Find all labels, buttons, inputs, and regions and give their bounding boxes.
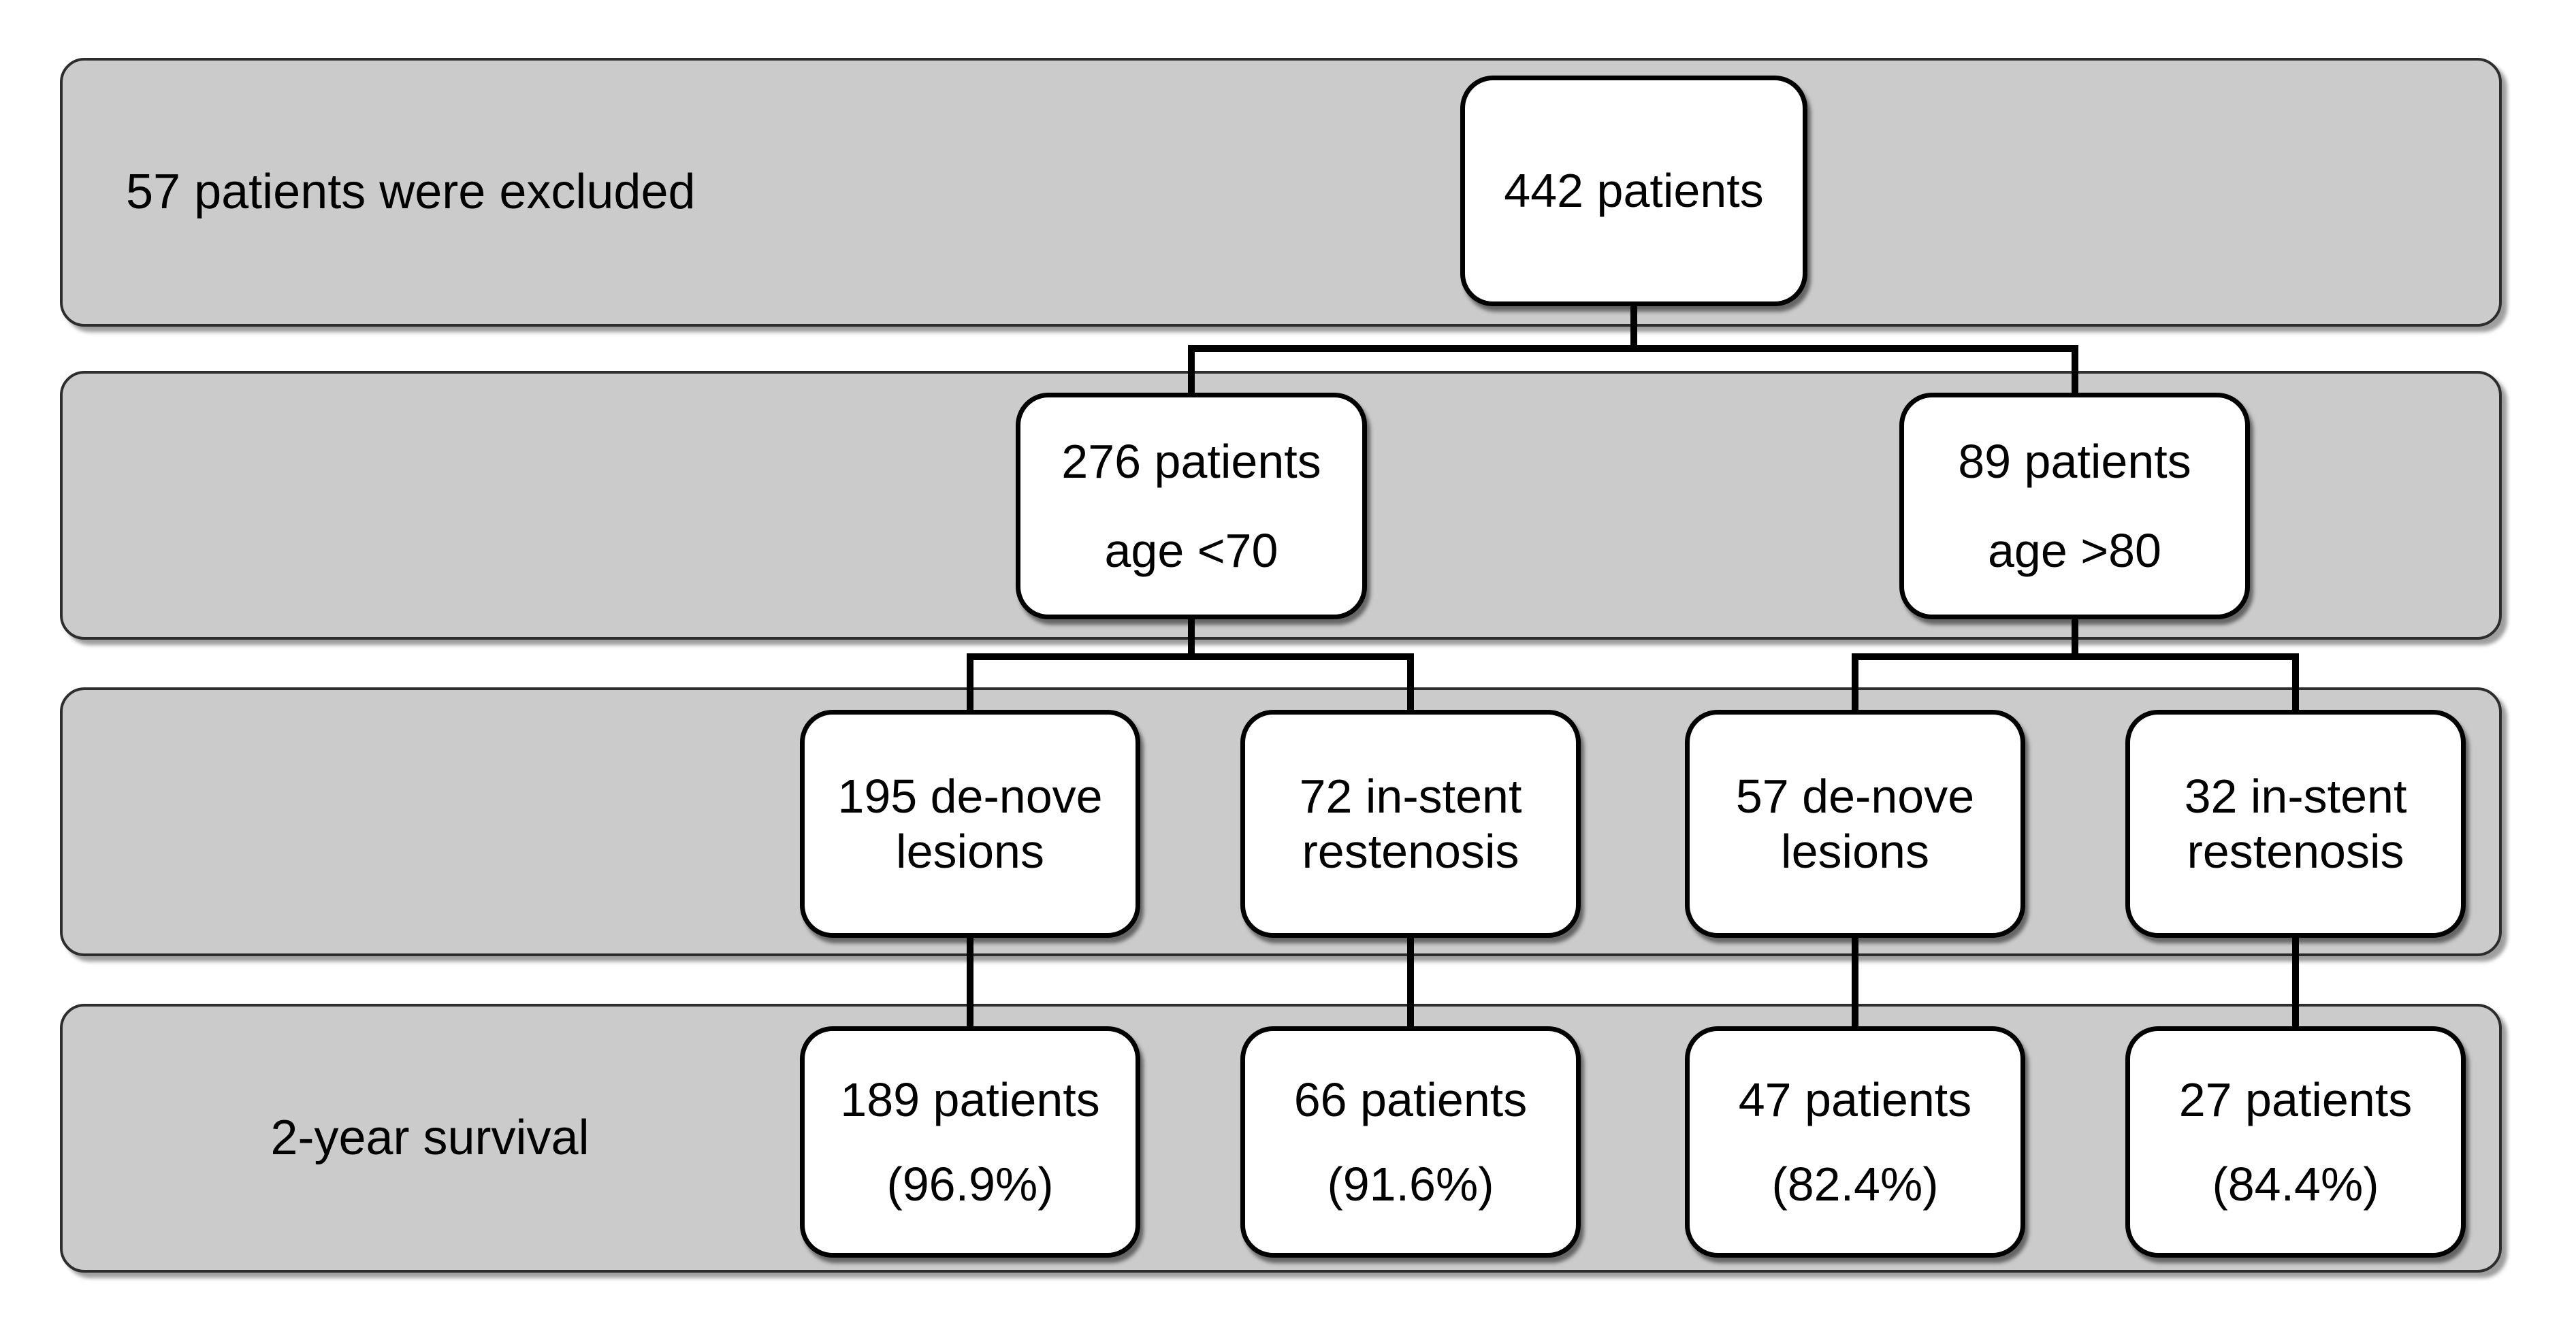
survival-row-label: 2-year survival	[270, 1111, 590, 1166]
node-text-line: 27 patients	[2178, 1073, 2413, 1126]
node-over80-in-stent-restenosis: 32 in-stent restenosis	[2125, 710, 2466, 938]
connector-drop-under70-in-stent	[1407, 653, 1414, 715]
node-text-line: 47 patients	[1738, 1073, 1972, 1126]
connector-rail-age-groups	[1188, 345, 2078, 352]
node-under70-de-nove-survival: 189 patients (96.9%)	[800, 1026, 1140, 1258]
connector-under70-stem	[1188, 612, 1195, 660]
node-age-over-80: 89 patients age >80	[1899, 393, 2250, 619]
node-text-line: restenosis	[2187, 824, 2404, 878]
node-over80-de-nove-survival: 47 patients (82.4%)	[1685, 1026, 2025, 1258]
connector-under70-in-stent-to-survival	[1407, 932, 1414, 1031]
connector-over80-in-stent-to-survival	[2292, 932, 2299, 1031]
node-under70-in-stent-restenosis: 72 in-stent restenosis	[1240, 710, 1581, 938]
node-text-line: 195 de-nove	[837, 770, 1103, 823]
node-age-under-70: 276 patients age <70	[1016, 393, 1367, 619]
connector-under70-de-nove-to-survival	[967, 932, 973, 1031]
node-total-patients: 442 patients	[1460, 76, 1807, 306]
connector-rail-over80-lesions	[1852, 653, 2299, 660]
connector-drop-age-under-70	[1188, 345, 1195, 396]
node-text-line: 276 patients	[1061, 435, 1321, 488]
node-text-line: lesions	[1781, 824, 1929, 878]
band-row-1-enrollment	[60, 58, 2502, 327]
connector-total-stem	[1630, 303, 1637, 352]
node-under70-in-stent-survival: 66 patients (91.6%)	[1240, 1026, 1581, 1258]
node-over80-de-nove-lesions: 57 de-nove lesions	[1685, 710, 2025, 938]
excluded-count-label: 57 patients were excluded	[126, 165, 696, 220]
connector-rail-under70-lesions	[967, 653, 1414, 660]
node-over80-in-stent-survival: 27 patients (84.4%)	[2125, 1026, 2466, 1258]
node-text-line: 189 patients	[840, 1073, 1100, 1126]
node-text-line: (84.4%)	[2212, 1158, 2379, 1211]
node-text-line: (96.9%)	[886, 1158, 1054, 1211]
node-text-line: 89 patients	[1958, 435, 2191, 488]
connector-drop-over80-de-nove	[1852, 653, 1858, 715]
node-text-line: (82.4%)	[1771, 1158, 1939, 1211]
node-text-line: 32 in-stent	[2184, 770, 2407, 823]
node-under70-de-nove-lesions: 195 de-nove lesions	[800, 710, 1140, 938]
node-text-line: (91.6%)	[1327, 1158, 1494, 1211]
connector-over80-de-nove-to-survival	[1852, 932, 1858, 1031]
node-text-line: 442 patients	[1504, 164, 1764, 218]
node-text-line: 72 in-stent	[1299, 770, 1522, 823]
node-text-line: 57 de-nove	[1735, 770, 1975, 823]
node-text-line: age >80	[1988, 523, 2161, 577]
connector-drop-over80-in-stent	[2292, 653, 2299, 715]
node-text-line: restenosis	[1302, 824, 1519, 878]
connector-drop-under70-de-nove	[967, 653, 973, 715]
node-text-line: lesions	[896, 824, 1044, 878]
connector-drop-age-over-80	[2072, 345, 2078, 396]
connector-over80-stem	[2072, 612, 2078, 660]
node-text-line: age <70	[1104, 523, 1278, 577]
node-text-line: 66 patients	[1293, 1073, 1528, 1126]
